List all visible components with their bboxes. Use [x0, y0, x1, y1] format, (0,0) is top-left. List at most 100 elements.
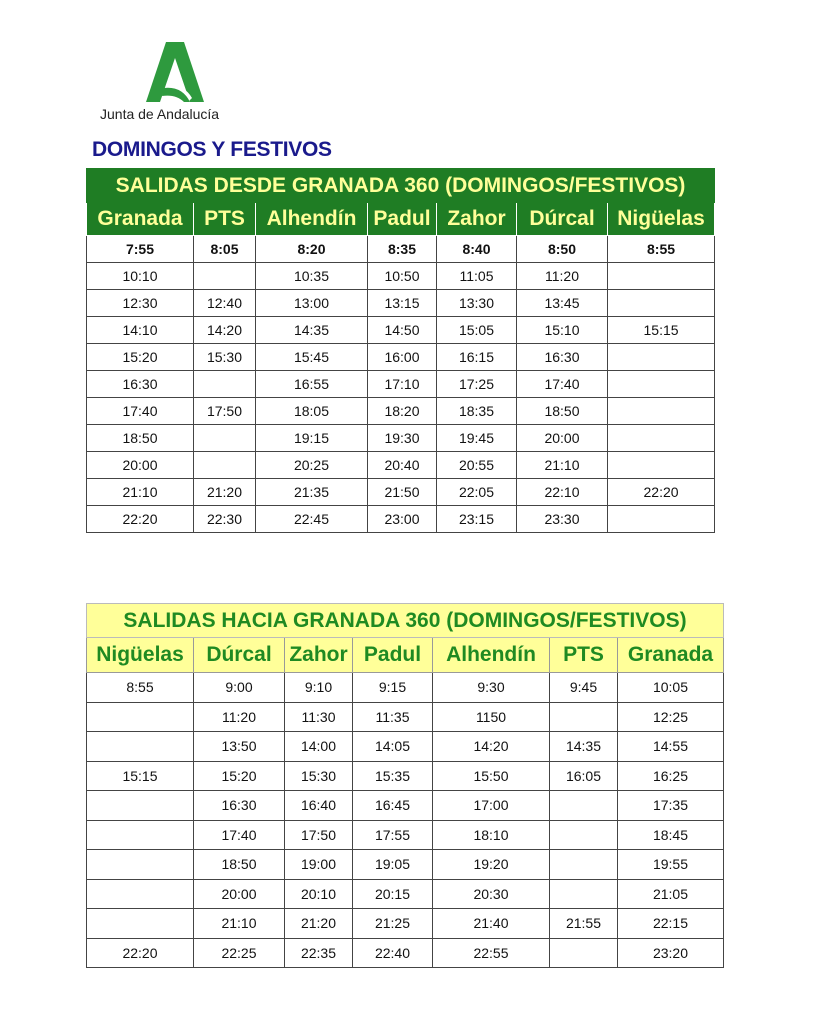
time-cell: 11:30	[284, 701, 353, 732]
time-cell: 22:45	[255, 505, 368, 533]
time-cell: 18:20	[367, 397, 437, 425]
time-cell: 23:15	[436, 505, 517, 533]
time-cell: 17:40	[516, 370, 608, 398]
time-cell: 11:05	[436, 262, 517, 290]
time-cell: 23:20	[617, 937, 724, 968]
column-header: Dúrcal	[516, 202, 608, 236]
table-row: 17:40 17:50 18:05 18:20 18:35 18:50	[86, 397, 716, 425]
time-cell: 22:40	[352, 937, 433, 968]
time-cell: 15:15	[606, 316, 716, 344]
time-cell: 17:55	[352, 819, 433, 850]
table-row: 16:30 16:55 17:10 17:25 17:40	[86, 370, 716, 398]
time-cell: 21:55	[549, 908, 618, 939]
time-cell: 8:55	[86, 672, 194, 703]
time-cell: 23:00	[367, 505, 437, 533]
column-header: Nigüelas	[86, 637, 194, 673]
time-cell: 22:20	[86, 505, 194, 533]
time-cell: 10:50	[367, 262, 437, 290]
time-cell: 8:05	[193, 235, 256, 263]
table-title: SALIDAS DESDE GRANADA 360 (DOMINGOS/FEST…	[85, 168, 716, 203]
time-cell: 18:45	[617, 819, 724, 850]
time-cell: 20:25	[255, 451, 368, 479]
time-cell: 15:05	[436, 316, 517, 344]
column-header: Zahor	[436, 202, 517, 236]
time-cell: 17:40	[193, 819, 285, 850]
column-header: Alhendín	[255, 202, 368, 236]
time-cell: 15:10	[516, 316, 608, 344]
time-cell: 14:00	[284, 731, 353, 762]
time-cell: 16:05	[549, 760, 618, 791]
time-cell: 7:55	[86, 235, 194, 263]
table-row: 22:20 22:30 22:45 23:00 23:15 23:30	[86, 505, 716, 533]
time-cell: 21:20	[284, 908, 353, 939]
column-header: Zahor	[284, 637, 353, 673]
time-cell: 17:50	[284, 819, 353, 850]
time-cell: 22:10	[516, 478, 608, 506]
time-cell: 20:55	[436, 451, 517, 479]
time-cell: 18:35	[436, 397, 517, 425]
column-header: Dúrcal	[193, 637, 285, 673]
time-cell: 19:15	[255, 424, 368, 452]
time-cell: 18:50	[193, 849, 285, 880]
column-header: Alhendín	[432, 637, 550, 673]
table-row: 21:10 21:20 21:35 21:50 22:05 22:10 22:20	[86, 478, 716, 506]
time-cell	[193, 262, 256, 290]
time-cell: 22:15	[617, 908, 724, 939]
time-cell	[86, 819, 194, 850]
time-cell: 18:05	[255, 397, 368, 425]
table-row: 12:30 12:40 13:00 13:15 13:30 13:45	[86, 289, 716, 317]
table-row: 15:20 15:30 15:45 16:00 16:15 16:30	[86, 343, 716, 371]
time-cell: 15:20	[193, 760, 285, 791]
time-cell: 22:35	[284, 937, 353, 968]
time-cell: 16:30	[86, 370, 194, 398]
time-cell: 10:10	[86, 262, 194, 290]
time-cell: 15:45	[255, 343, 368, 371]
time-cell: 15:30	[193, 343, 256, 371]
time-cell: 21:05	[617, 878, 724, 909]
time-cell: 21:20	[193, 478, 256, 506]
table-row: 7:55 8:05 8:20 8:35 8:40 8:50 8:55	[86, 235, 716, 263]
table-row: 15:15 15:20 15:30 15:35 15:50 16:05 16:25	[86, 760, 724, 791]
time-cell: 1150	[432, 701, 550, 732]
time-cell: 18:50	[516, 397, 608, 425]
time-cell: 9:00	[193, 672, 285, 703]
time-cell: 13:00	[255, 289, 368, 317]
time-cell: 9:15	[352, 672, 433, 703]
time-cell: 16:00	[367, 343, 437, 371]
time-cell: 19:45	[436, 424, 517, 452]
time-cell: 19:20	[432, 849, 550, 880]
time-cell	[86, 878, 194, 909]
time-cell	[606, 370, 716, 398]
time-cell: 19:30	[367, 424, 437, 452]
time-cell: 11:20	[516, 262, 608, 290]
time-cell: 16:30	[516, 343, 608, 371]
time-cell: 14:20	[193, 316, 256, 344]
time-cell: 14:20	[432, 731, 550, 762]
time-cell: 13:50	[193, 731, 285, 762]
time-cell: 14:55	[617, 731, 724, 762]
time-cell: 8:55	[606, 235, 716, 263]
table-row: 20:00 20:25 20:40 20:55 21:10	[86, 451, 716, 479]
time-cell: 19:00	[284, 849, 353, 880]
time-cell: 9:30	[432, 672, 550, 703]
time-cell: 17:25	[436, 370, 517, 398]
time-cell: 22:20	[86, 937, 194, 968]
time-cell: 19:55	[617, 849, 724, 880]
time-cell: 14:05	[352, 731, 433, 762]
table-row: 13:50 14:00 14:05 14:20 14:35 14:55	[86, 731, 724, 762]
time-cell: 13:15	[367, 289, 437, 317]
departures-to-granada-table: SALIDAS HACIA GRANADA 360 (DOMINGOS/FEST…	[86, 603, 724, 968]
time-cell: 22:30	[193, 505, 256, 533]
time-cell	[606, 289, 716, 317]
time-cell: 8:40	[436, 235, 517, 263]
time-cell: 15:50	[432, 760, 550, 791]
time-cell	[606, 262, 716, 290]
time-cell: 8:20	[255, 235, 368, 263]
time-cell: 11:20	[193, 701, 285, 732]
time-cell: 10:35	[255, 262, 368, 290]
time-cell: 20:15	[352, 878, 433, 909]
time-cell: 19:05	[352, 849, 433, 880]
time-cell	[549, 701, 618, 732]
column-header: PTS	[193, 202, 256, 236]
time-cell: 15:20	[86, 343, 194, 371]
